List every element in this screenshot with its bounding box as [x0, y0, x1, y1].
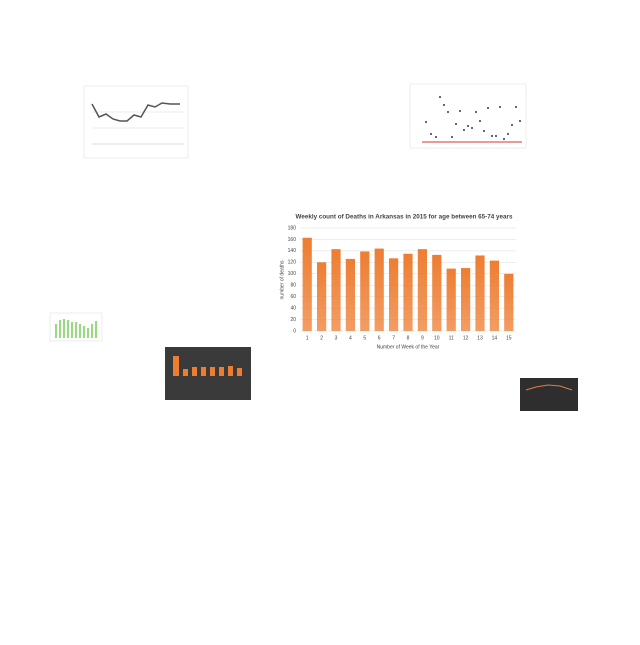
- y-tick-label: 40: [290, 305, 296, 311]
- bar: [504, 273, 514, 331]
- bar: [475, 255, 485, 331]
- x-tick-label: 4: [349, 335, 352, 341]
- x-tick-label: 14: [492, 335, 498, 341]
- x-axis-label: Number of Week of the Year: [377, 344, 440, 350]
- bar: [316, 262, 327, 331]
- x-tick-label: 12: [463, 335, 469, 341]
- y-tick-label: 100: [288, 271, 297, 277]
- thumbnail-dark-bars: [165, 347, 251, 400]
- bar: [403, 253, 413, 331]
- x-tick-label: 15: [506, 335, 512, 341]
- chart-title: Weekly count of Deaths in Arkansas in 20…: [296, 214, 513, 221]
- bar: [460, 268, 471, 331]
- bar: [388, 258, 399, 331]
- y-tick-label: 140: [288, 248, 297, 254]
- thumbnail-scatter: [409, 83, 527, 149]
- x-tick-label: 11: [449, 335, 454, 341]
- x-tick-label: 8: [407, 335, 410, 341]
- bar: [374, 248, 384, 331]
- x-tick-label: 1: [306, 335, 309, 341]
- bar: [417, 249, 428, 331]
- y-tick-label: 80: [290, 283, 296, 289]
- thumbnail-dark-line: [520, 378, 578, 411]
- y-axis-label: number of deaths: [279, 260, 285, 299]
- bar: [345, 258, 356, 331]
- y-tick-label: 180: [288, 225, 297, 231]
- bar: [489, 260, 500, 331]
- x-tick-label: 2: [320, 335, 323, 341]
- x-tick-label: 3: [335, 335, 338, 341]
- x-tick-label: 10: [434, 335, 440, 341]
- bar: [302, 237, 312, 331]
- x-tick-label: 6: [378, 335, 381, 341]
- x-tick-label: 13: [477, 335, 483, 341]
- bar: [360, 251, 370, 331]
- thumbnail-line-chart: [83, 85, 189, 159]
- bar: [446, 268, 456, 331]
- y-tick-label: 60: [290, 294, 296, 300]
- bar: [331, 249, 341, 331]
- bar: [432, 254, 442, 331]
- x-tick-label: 9: [421, 335, 424, 341]
- thumbnail-green-bars: [49, 312, 103, 342]
- y-tick-label: 20: [290, 317, 296, 323]
- x-tick-label: 5: [363, 335, 366, 341]
- y-tick-label: 0: [293, 328, 296, 334]
- y-tick-label: 160: [288, 237, 297, 243]
- x-tick-label: 7: [392, 335, 395, 341]
- y-tick-label: 120: [288, 260, 297, 266]
